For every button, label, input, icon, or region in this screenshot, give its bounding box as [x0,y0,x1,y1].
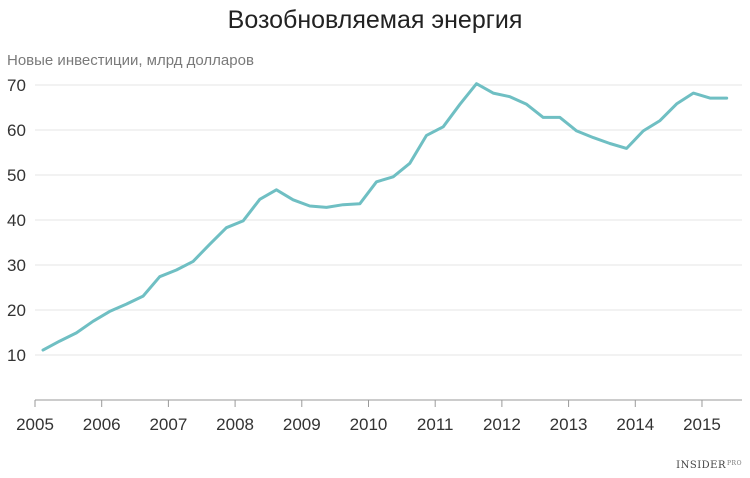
y-tick-labels: 10 20 30 40 50 60 70 [7,76,26,365]
x-tick-label-2013: 2013 [550,415,588,434]
y-tick-label-40: 40 [7,211,26,230]
x-axis: 2005 2006 2007 2008 2009 2010 2011 2012 2013 2014… [16,399,742,434]
x-tick-label-2014: 2014 [616,415,654,434]
logo-sup: PRO [727,460,742,467]
y-axis-caption: Новые инвестиции, млрд долларов [7,52,254,69]
y-tick-label-50: 50 [7,166,26,185]
x-tick-label-2011: 2011 [417,415,454,434]
x-tick-label-2005: 2005 [16,415,54,434]
grid-lines [35,84,742,356]
x-tick-label-2010: 2010 [350,415,388,434]
x-tick-label-2008: 2008 [216,415,254,434]
x-tick-label-2007: 2007 [149,415,187,434]
y-tick-label-30: 30 [7,256,26,275]
series-layer [41,82,729,352]
x-tick-label-2012: 2012 [483,415,521,434]
logo-text: INSIDER [676,460,727,471]
insider-pro-logo: INSIDERPRO [676,460,742,471]
x-tick-label-2009: 2009 [283,415,321,434]
series-line-0 [41,82,729,352]
y-tick-label-10: 10 [7,346,26,365]
x-tick-label-2015: 2015 [683,415,721,434]
chart-title: Возобновляемая энергия [227,6,523,34]
y-tick-label-60: 60 [7,121,26,140]
x-tick-label-2006: 2006 [83,415,121,434]
y-tick-label-70: 70 [7,76,26,95]
y-tick-label-20: 20 [7,301,26,320]
